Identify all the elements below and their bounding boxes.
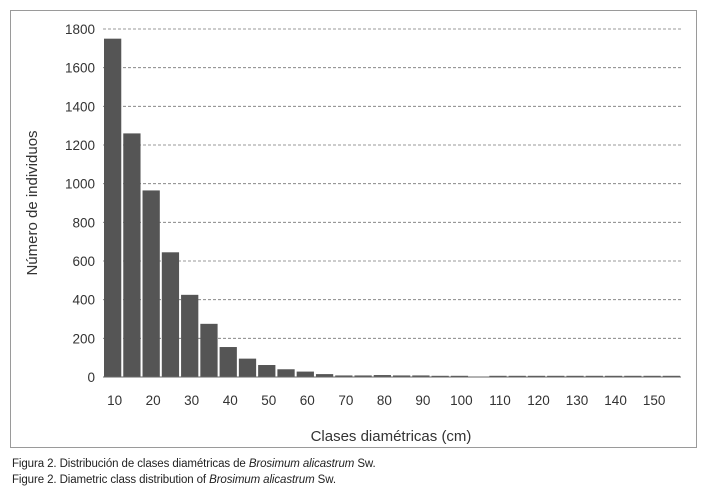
bar <box>566 375 584 377</box>
caption-english: Figure 2. Diametric class distribution o… <box>12 474 336 486</box>
bar <box>258 365 276 377</box>
caption-es-prefix: Figura 2. Distribución de clases diamétr… <box>12 458 249 470</box>
x-tick-label: 30 <box>184 393 199 408</box>
bar <box>508 375 526 377</box>
x-tick-label: 150 <box>643 393 666 408</box>
caption-en-species: Brosimum alicastrum <box>209 474 315 486</box>
y-tick-label: 1200 <box>65 138 95 153</box>
bar <box>296 371 314 377</box>
bar <box>142 190 160 377</box>
bar <box>662 375 680 377</box>
bar <box>412 375 430 377</box>
bar <box>450 375 469 377</box>
bar <box>431 375 449 377</box>
bar <box>643 375 661 377</box>
x-tick-label: 130 <box>566 393 589 408</box>
caption-en-suffix: Sw. <box>314 474 336 486</box>
x-tick-label: 100 <box>450 393 473 408</box>
bar <box>104 38 122 378</box>
x-tick-label: 50 <box>261 393 276 408</box>
x-tick-label: 110 <box>489 393 511 408</box>
x-tick-label: 90 <box>415 393 430 408</box>
x-tick-label: 10 <box>107 393 122 408</box>
y-tick-label: 1400 <box>65 99 95 114</box>
bar <box>335 375 353 377</box>
x-tick-label: 20 <box>146 393 161 408</box>
caption-spanish: Figura 2. Distribución de clases diamétr… <box>12 458 376 470</box>
bar <box>585 375 603 377</box>
x-tick-label: 70 <box>338 393 353 408</box>
bar <box>489 375 507 377</box>
bars <box>104 38 680 378</box>
y-tick-label: 200 <box>72 331 95 346</box>
figure-frame: 0 200 400 600 800 1000 1200 1400 1600 1800 10 20 30… <box>10 10 697 448</box>
bar <box>161 252 180 377</box>
y-tick-labels: 0 200 400 600 800 1000 1200 1400 1600 1800 <box>65 22 95 385</box>
y-tick-label: 800 <box>72 215 95 230</box>
x-tick-label: 140 <box>604 393 627 408</box>
bar <box>393 375 411 377</box>
bar <box>527 375 546 377</box>
bar <box>604 375 623 377</box>
x-tick-label: 80 <box>377 393 392 408</box>
y-tick-label: 400 <box>72 293 95 308</box>
gridlines <box>103 28 681 339</box>
x-tick-labels: 10 20 30 40 50 60 70 80 90 100 110 120 130 140 150 <box>107 393 665 408</box>
bar-chart: 0 200 400 600 800 1000 1200 1400 1600 1800 10 20 30… <box>24 22 681 445</box>
x-tick-label: 60 <box>300 393 315 408</box>
bar <box>123 133 141 377</box>
y-tick-label: 600 <box>72 254 95 269</box>
y-tick-label: 1000 <box>65 177 95 192</box>
caption-en-prefix: Figure 2. Diametric class distribution o… <box>12 474 210 486</box>
bar <box>238 358 257 377</box>
caption-es-suffix: Sw. <box>354 458 376 470</box>
bar <box>354 375 372 377</box>
y-tick-label: 0 <box>87 370 95 385</box>
y-axis-title: Número de individuos <box>24 130 41 275</box>
bar <box>547 375 565 377</box>
bar <box>181 294 199 377</box>
bar <box>219 347 237 377</box>
bar <box>277 369 295 377</box>
y-tick-label: 1800 <box>65 22 95 37</box>
bar <box>200 323 218 377</box>
bar <box>373 375 391 377</box>
x-tick-label: 40 <box>223 393 238 408</box>
y-tick-label: 1600 <box>65 61 95 76</box>
x-axis-title: Clases diamétricas (cm) <box>311 428 472 445</box>
caption-es-species: Brosimum alicastrum <box>248 458 355 470</box>
bar <box>624 375 642 377</box>
x-tick-label: 120 <box>527 393 550 408</box>
bar <box>315 374 334 377</box>
